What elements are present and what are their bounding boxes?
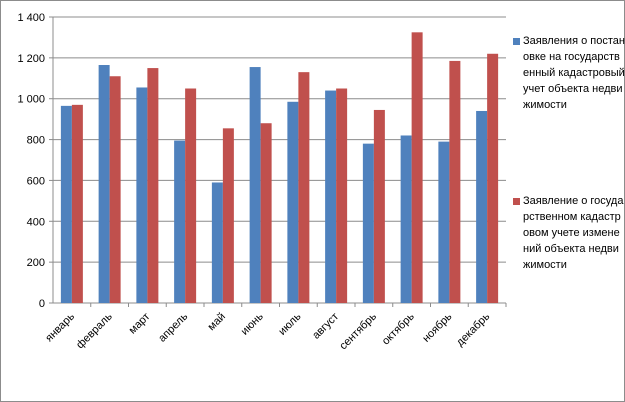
x-tick-label-3: март bbox=[127, 311, 153, 337]
bar-series-1-2 bbox=[98, 65, 110, 303]
bar-series-1-8 bbox=[325, 90, 337, 304]
bar-series-1-10 bbox=[400, 135, 412, 303]
bar-series-1-5 bbox=[211, 182, 223, 303]
bar-series-2-9 bbox=[373, 109, 385, 303]
x-tick-label-5: май bbox=[205, 311, 228, 334]
y-tick-label-6: 1 200 bbox=[17, 53, 45, 65]
y-tick-label-7: 1 400 bbox=[17, 12, 45, 24]
y-tick-label-4: 800 bbox=[27, 135, 45, 147]
x-tick-label-12: декабрь bbox=[454, 310, 492, 348]
bar-series-1-1 bbox=[60, 105, 72, 303]
bar-series-2-4 bbox=[185, 88, 197, 303]
bar-series-2-8 bbox=[336, 88, 348, 303]
x-tick-label-6: июнь bbox=[239, 310, 266, 337]
bar-series-2-10 bbox=[411, 32, 423, 304]
bar-series-2-1 bbox=[71, 104, 83, 303]
bar-series-2-5 bbox=[222, 128, 234, 303]
x-tick-label-4: апрель bbox=[156, 310, 190, 344]
bar-series-1-7 bbox=[287, 101, 299, 304]
x-tick-label-9: сентябрь bbox=[337, 310, 379, 352]
x-tick-label-10: октябрь bbox=[380, 310, 417, 347]
x-tick-label-1: январь bbox=[43, 310, 77, 344]
bar-series-2-3 bbox=[147, 68, 159, 303]
y-tick-label-3: 600 bbox=[27, 175, 45, 187]
y-tick-label-1: 200 bbox=[27, 257, 45, 269]
x-tick-label-8: август bbox=[310, 311, 341, 342]
bar-series-2-6 bbox=[260, 123, 272, 303]
x-tick-label-11: ноябрь bbox=[420, 310, 454, 344]
bar-series-2-11 bbox=[449, 60, 461, 303]
bar-series-1-6 bbox=[249, 67, 261, 303]
legend-label-series-1: Заявления о постановке на государственны… bbox=[523, 35, 625, 111]
bar-series-2-7 bbox=[298, 72, 310, 304]
x-tick-label-2: февраль bbox=[74, 310, 115, 351]
bar-series-1-4 bbox=[174, 140, 186, 303]
bar-series-2-2 bbox=[109, 76, 121, 303]
bar-series-1-11 bbox=[438, 141, 450, 303]
legend-swatch-series-1 bbox=[513, 38, 520, 45]
y-tick-label-5: 1 000 bbox=[17, 94, 45, 106]
bar-series-1-3 bbox=[136, 87, 148, 303]
y-tick-label-0: 0 bbox=[39, 298, 45, 310]
bar-series-1-9 bbox=[362, 143, 374, 303]
legend-swatch-series-2 bbox=[513, 198, 520, 205]
x-tick-label-7: июль bbox=[276, 310, 303, 337]
legend-label-series-2: Заявление о государственном кадастровом … bbox=[523, 195, 624, 271]
bar-series-2-12 bbox=[487, 53, 499, 304]
bar-series-1-12 bbox=[476, 110, 488, 303]
y-tick-label-2: 400 bbox=[27, 216, 45, 228]
